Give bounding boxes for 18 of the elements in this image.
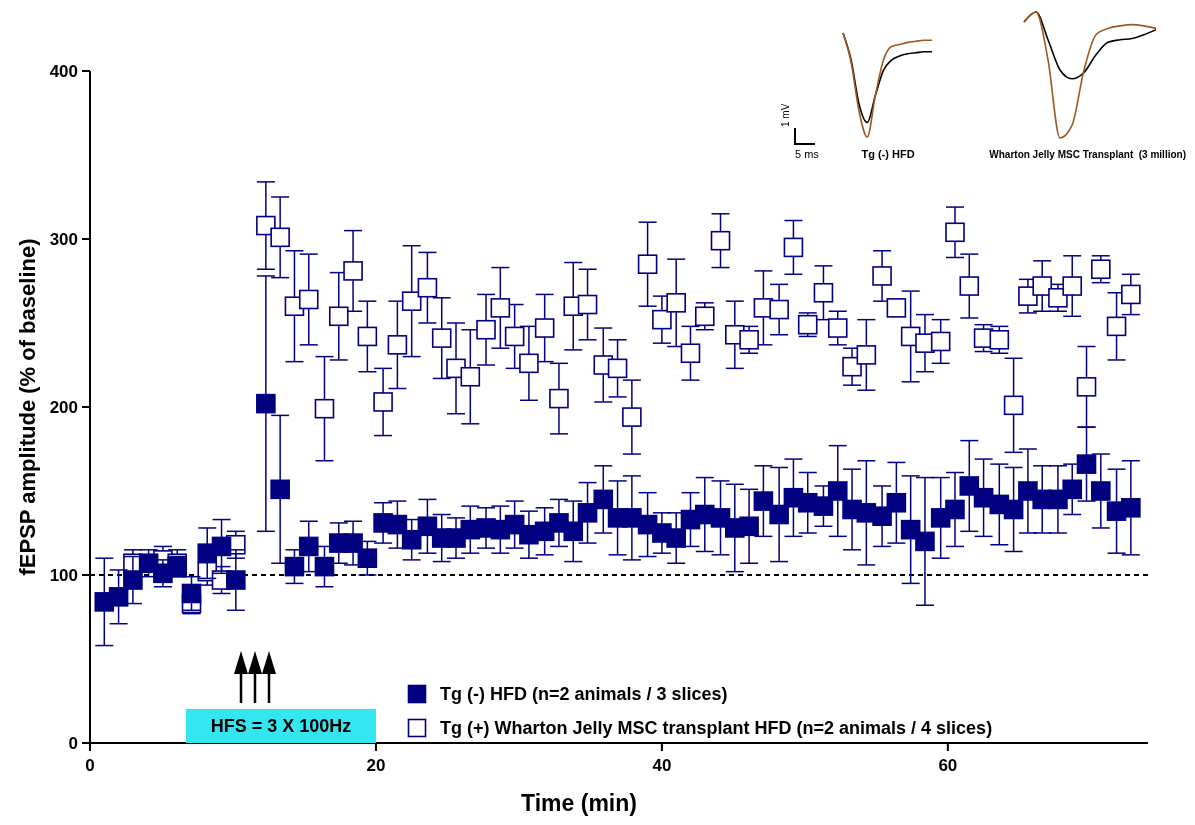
y-tick-label: 0 (68, 733, 78, 753)
annotation: 1 mV (780, 103, 791, 127)
annotation: 5 ms (795, 148, 820, 160)
y-tick-label: 400 (49, 61, 78, 81)
legend-label: Tg (+) Wharton Jelly MSC transplant HFD (n=2 animals / 4 slices) (440, 718, 993, 739)
y-axis-title: fEPSP amplitude (% of baseline) (15, 238, 40, 576)
x-tick-label: 0 (85, 756, 95, 775)
legend-label: Tg (-) HFD (n=2 animals / 3 slices) (440, 684, 728, 705)
x-axis-title: Time (min) (521, 790, 637, 816)
text: Wharton Jelly MSC Transplant (3 million) (989, 149, 1186, 160)
text: Tg (-) HFD (861, 148, 915, 160)
x-tick-label: 40 (652, 756, 672, 775)
y-tick-label: 100 (49, 565, 78, 585)
y-tick-label: 300 (49, 229, 78, 249)
x-tick-label: 60 (938, 756, 958, 775)
y-tick-label: 200 (49, 397, 78, 417)
x-tick-label: 20 (366, 756, 386, 775)
annotation: HFS = 3 X 100Hz (210, 716, 352, 737)
